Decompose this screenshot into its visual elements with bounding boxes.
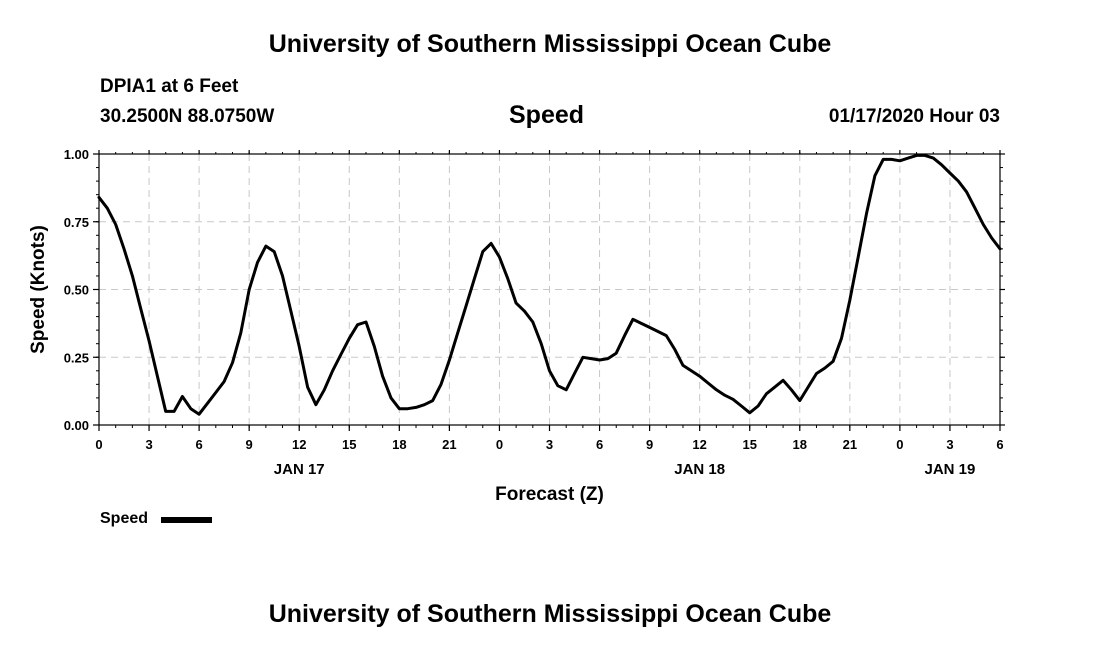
x-tick-label: 9: [646, 437, 653, 452]
y-tick-label: 0.00: [64, 418, 89, 433]
coordinates-label: 30.2500N 88.0750W: [100, 106, 275, 127]
x-tick-label: 21: [442, 437, 456, 452]
x-tick-label: 21: [843, 437, 857, 452]
x-tick-label: 6: [996, 437, 1003, 452]
x-tick-label: 3: [145, 437, 152, 452]
x-tick-label: 15: [342, 437, 356, 452]
x-tick-label: 12: [692, 437, 706, 452]
x-tick-label: 0: [95, 437, 102, 452]
x-tick-label: 0: [496, 437, 503, 452]
date-label: JAN 17: [274, 461, 325, 478]
x-tick-label: 15: [742, 437, 756, 452]
x-tick-label: 9: [246, 437, 253, 452]
legend-line-swatch: [161, 517, 212, 523]
page-title: University of Southern Mississippi Ocean…: [268, 30, 832, 58]
y-tick-label: 0.50: [64, 283, 89, 298]
date-label: JAN 19: [925, 461, 976, 478]
footer-title: University of Southern Mississippi Ocean…: [268, 600, 832, 628]
x-tick-label: 6: [195, 437, 202, 452]
station-label: DPIA1 at 6 Feet: [100, 76, 239, 97]
x-tick-label: 18: [793, 437, 807, 452]
y-axis-label: Speed (Knots): [28, 225, 49, 354]
legend-label: Speed: [100, 510, 149, 527]
x-tick-label: 6: [596, 437, 603, 452]
timestamp-label: 01/17/2020 Hour 03: [828, 106, 1000, 127]
y-tick-label: 0.25: [64, 350, 89, 365]
x-tick-label: 3: [946, 437, 953, 452]
y-tick-label: 1.00: [64, 147, 89, 162]
series-line-speed: [97, 153, 1002, 416]
chart-title: Speed: [509, 101, 585, 129]
x-tick-label: 12: [292, 437, 306, 452]
x-tick-label: 3: [546, 437, 553, 452]
x-tick-label: 0: [896, 437, 903, 452]
date-label: JAN 18: [674, 461, 725, 478]
x-axis-label: Forecast (Z): [495, 484, 604, 505]
x-tick-label: 18: [392, 437, 406, 452]
y-tick-label: 0.75: [64, 215, 89, 230]
